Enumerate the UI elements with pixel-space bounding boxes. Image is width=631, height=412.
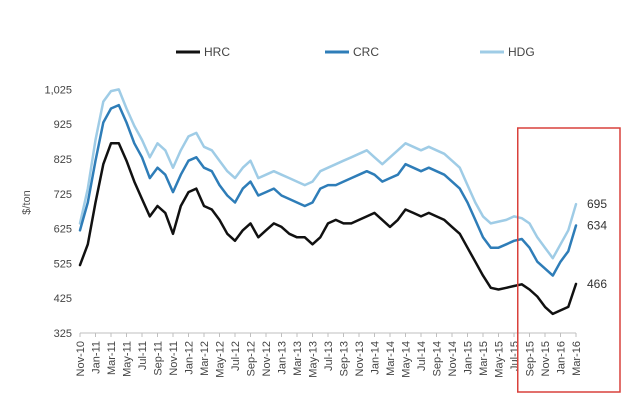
- x-tick-label: May-14: [401, 341, 413, 378]
- x-tick-label: Jul-13: [323, 341, 335, 371]
- x-axis-ticks: Nov-10 Jan-11 Mar-11 May-11 Jul-11 Sep-11 Nov-…: [75, 333, 583, 378]
- x-tick-label: Jan-14: [370, 341, 382, 375]
- x-tick-label: Nov-12: [261, 341, 273, 376]
- x-tick-label: Sep-14: [432, 341, 444, 376]
- x-tick-label: May-15: [494, 341, 506, 378]
- y-tick-label: 925: [54, 119, 72, 131]
- series-line-crc: [78, 103, 578, 277]
- y-axis-title: $/ton: [21, 190, 33, 214]
- x-tick-label: Jan-13: [277, 341, 289, 375]
- x-tick-label: Mar-14: [385, 341, 397, 376]
- legend-label-crc: CRC: [353, 45, 379, 59]
- x-tick-label: Nov-11: [168, 341, 180, 376]
- y-tick-label: 625: [54, 224, 72, 236]
- x-tick-label: Nov-10: [75, 341, 87, 376]
- x-tick-label: Sep-13: [339, 341, 351, 376]
- x-tick-label: May-11: [122, 341, 134, 377]
- y-tick-label: 525: [54, 258, 72, 270]
- x-tick-label: Sep-11: [153, 341, 165, 376]
- x-tick-label: Mar-13: [292, 341, 304, 376]
- y-tick-label: 325: [54, 328, 72, 340]
- x-tick-label: Nov-14: [447, 341, 459, 376]
- series-line-hrc: [78, 142, 578, 316]
- x-tick-label: Jan-15: [463, 341, 475, 375]
- end-label-hdg: 695: [587, 197, 607, 211]
- highlight-box: [517, 127, 621, 393]
- x-tick-label: Jan-11: [91, 341, 103, 374]
- x-tick-label: Jul-14: [416, 341, 428, 371]
- y-tick-label: 725: [54, 189, 72, 201]
- x-tick-label: Nov-13: [354, 341, 366, 376]
- end-label-crc: 634: [587, 218, 607, 232]
- y-axis-ticks: 325 425 525 625 725 825 925 1,025: [44, 84, 72, 340]
- y-tick-label: 825: [54, 154, 72, 166]
- x-tick-label: Jan-16: [556, 341, 568, 375]
- x-tick-label: Jul-15: [509, 341, 521, 371]
- x-tick-label: Mar-11: [106, 341, 118, 375]
- x-tick-label: Jul-12: [230, 341, 242, 371]
- x-tick-label: Jul-11: [137, 341, 149, 370]
- x-tick-label: May-13: [308, 341, 320, 378]
- y-tick-label: 425: [54, 293, 72, 305]
- legend-label-hrc: HRC: [204, 45, 230, 59]
- y-axis-title-group: $/ton: [21, 190, 33, 214]
- legend: HRC CRC HDG: [176, 45, 535, 59]
- x-tick-label: Mar-15: [478, 341, 490, 376]
- series-line-hdg: [78, 88, 578, 260]
- series-lines: [78, 88, 578, 316]
- legend-label-hdg: HDG: [508, 45, 535, 59]
- x-tick-label: Sep-12: [246, 341, 258, 376]
- x-tick-label: Nov-15: [540, 341, 552, 376]
- y-tick-label: 1,025: [44, 84, 72, 96]
- end-label-hrc: 466: [587, 277, 607, 291]
- x-tick-label: Mar-12: [199, 341, 211, 376]
- x-tick-label: Sep-15: [525, 341, 537, 376]
- x-tick-label: May-12: [215, 341, 227, 378]
- x-tick-label: Jan-12: [184, 341, 196, 375]
- end-value-labels: 466 634 695: [587, 197, 607, 291]
- x-tick-label: Mar-16: [571, 341, 583, 376]
